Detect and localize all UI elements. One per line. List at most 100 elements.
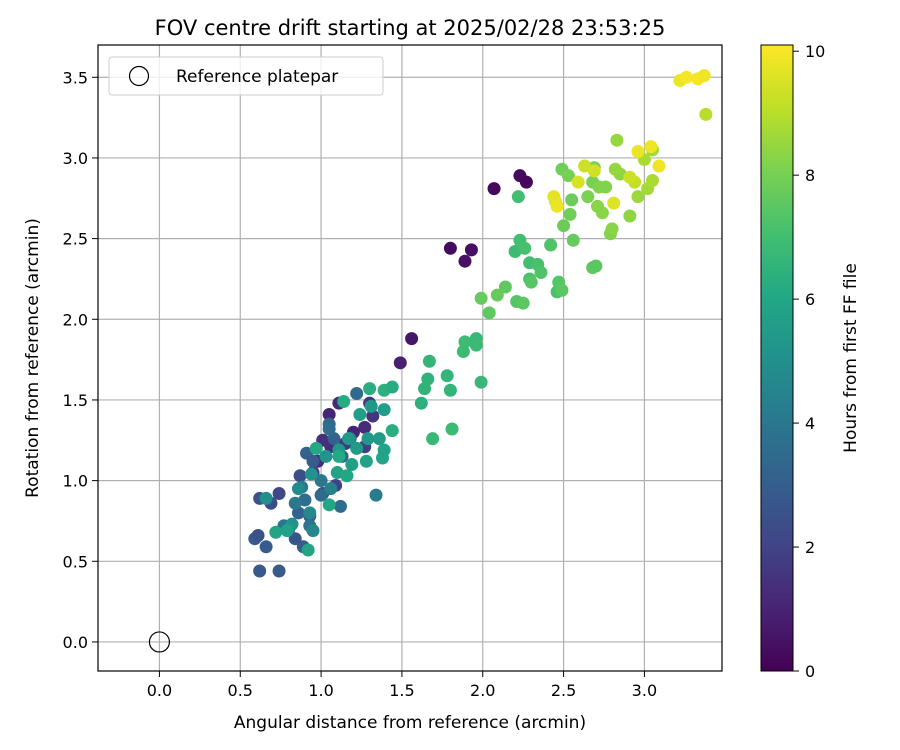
y-tick-label: 0.5	[63, 552, 88, 571]
colorbar-ticks: 0 2 4 6 8 10	[793, 42, 825, 681]
data-point	[306, 454, 320, 468]
grid-lines	[98, 45, 722, 671]
data-point	[519, 175, 533, 189]
data-point	[272, 564, 286, 578]
axis-ticks: 0.0 0.5 1.0 1.5 2.0 2.5 3.0 0.0 0.5 1.0 1.5 2.0 2.5 3…	[63, 68, 658, 700]
x-tick-label: 1.0	[308, 681, 333, 700]
data-point	[372, 432, 386, 446]
data-point	[645, 174, 659, 188]
data-points	[248, 69, 713, 578]
data-point	[324, 482, 338, 496]
data-point	[534, 265, 548, 279]
data-point	[332, 449, 346, 463]
y-tick-label: 2.5	[63, 230, 88, 249]
data-point	[280, 524, 294, 538]
data-point	[385, 380, 399, 394]
data-point	[304, 467, 318, 481]
data-point	[699, 107, 713, 121]
x-tick-label: 3.0	[632, 681, 657, 700]
data-point	[610, 133, 624, 147]
data-point	[309, 441, 323, 455]
data-point	[550, 199, 564, 213]
data-point	[366, 409, 380, 423]
data-point	[587, 164, 601, 178]
legend-entry-reference: Reference platepar	[176, 67, 338, 87]
y-tick-label: 2.0	[63, 310, 88, 329]
data-point	[474, 291, 488, 305]
data-point	[353, 407, 367, 421]
data-point	[516, 296, 530, 310]
data-point	[377, 403, 391, 417]
colorbar-tick-label: 2	[805, 538, 815, 557]
colorbar-tick-label: 0	[805, 662, 815, 681]
data-point	[322, 422, 336, 436]
data-point	[443, 383, 457, 397]
data-point	[578, 159, 592, 173]
legend: Reference platepar	[108, 56, 384, 96]
data-point	[385, 424, 399, 438]
data-point	[563, 207, 577, 221]
data-point	[498, 280, 512, 294]
data-point	[644, 140, 658, 154]
colorbar-gradient	[760, 44, 794, 672]
x-tick-label: 2.0	[470, 681, 495, 700]
data-point	[607, 196, 621, 210]
data-point	[631, 190, 645, 204]
y-tick-label: 3.0	[63, 149, 88, 168]
data-point	[679, 70, 693, 84]
data-point	[314, 474, 328, 488]
data-point	[377, 443, 391, 457]
x-tick-label: 0.5	[228, 681, 253, 700]
data-point	[561, 169, 575, 183]
data-point	[405, 332, 419, 346]
data-point	[490, 288, 504, 302]
data-point	[566, 233, 580, 247]
data-point	[487, 182, 501, 196]
y-axis-label: Rotation from reference (arcmin)	[23, 218, 43, 498]
data-point	[623, 209, 637, 223]
y-tick-label: 3.5	[63, 68, 88, 87]
data-point	[333, 499, 347, 513]
data-point	[322, 407, 336, 421]
legend-box	[108, 56, 384, 96]
data-point	[251, 528, 265, 542]
data-point	[581, 190, 595, 204]
data-point	[322, 498, 336, 512]
data-point	[422, 354, 436, 368]
data-point	[291, 482, 305, 496]
data-point	[363, 382, 377, 396]
data-point	[421, 372, 435, 386]
colorbar-tick-label: 10	[805, 42, 825, 61]
x-tick-label: 2.5	[551, 681, 576, 700]
colorbar-label: Hours from first FF file	[841, 263, 861, 453]
x-axis-label: Angular distance from reference (arcmin)	[234, 713, 586, 733]
data-point	[293, 469, 307, 483]
data-point	[445, 422, 459, 436]
data-point	[469, 338, 483, 352]
data-point	[253, 564, 267, 578]
chart-title: FOV centre drift starting at 2025/02/28 …	[155, 16, 666, 40]
colorbar-tick-label: 8	[805, 166, 815, 185]
data-point	[608, 162, 622, 176]
data-point	[652, 159, 666, 173]
y-tick-label: 0.0	[63, 633, 88, 652]
data-point	[301, 543, 315, 557]
data-point	[319, 449, 333, 463]
data-point	[511, 190, 525, 204]
colorbar: 0 2 4 6 8 10 Hours from first FF file	[760, 42, 861, 681]
data-point	[345, 457, 359, 471]
data-point	[361, 432, 375, 446]
data-point	[393, 356, 407, 370]
data-point	[340, 469, 354, 483]
y-tick-label: 1.5	[63, 391, 88, 410]
data-point	[631, 144, 645, 158]
data-point	[565, 193, 579, 207]
data-point	[350, 386, 364, 400]
data-point	[605, 222, 619, 236]
data-point	[426, 432, 440, 446]
data-point	[571, 175, 585, 189]
data-point	[272, 487, 286, 501]
data-point	[623, 170, 637, 184]
data-point	[288, 496, 302, 510]
